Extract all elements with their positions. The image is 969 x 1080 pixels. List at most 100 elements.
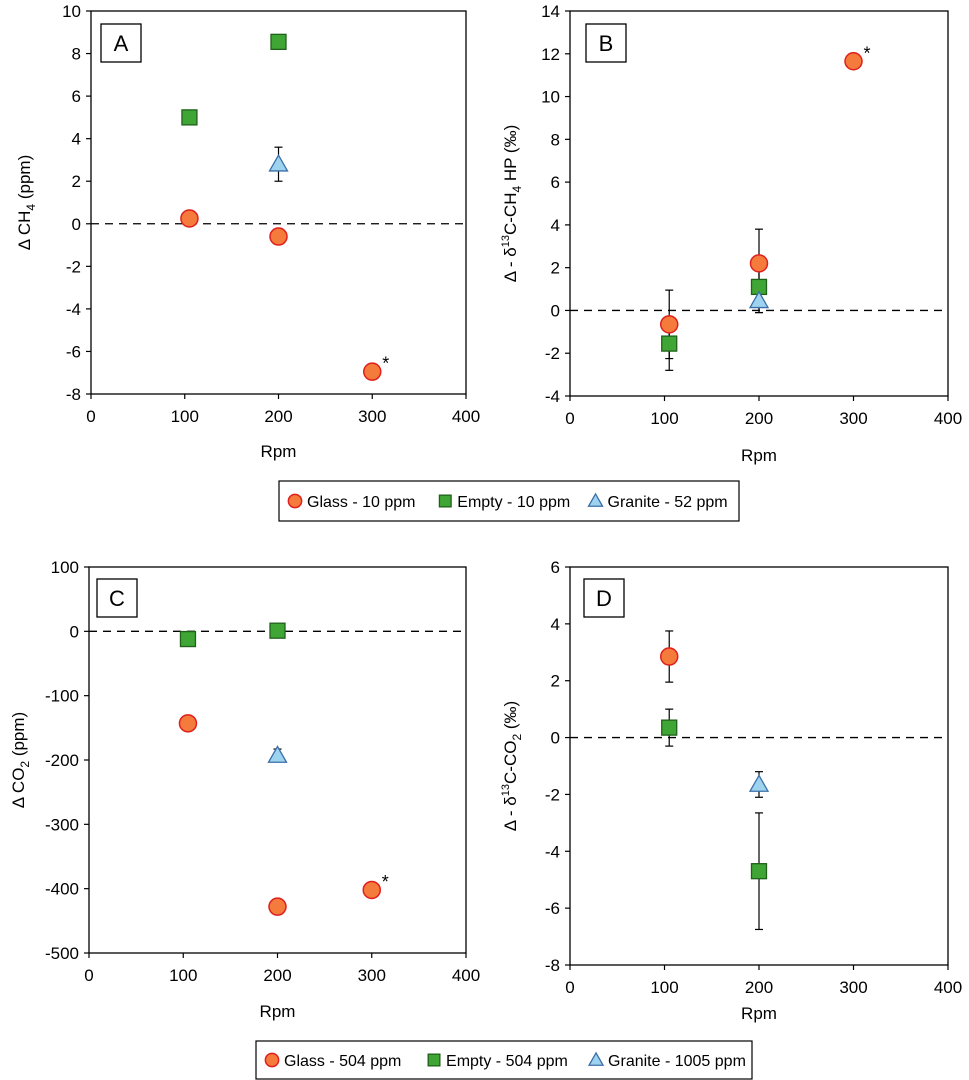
x-tick-label: 0 (86, 407, 95, 426)
data-point-circle (363, 362, 382, 381)
x-tick-label: 200 (745, 978, 773, 997)
x-tick-label: 100 (171, 407, 199, 426)
y-tick-label: 6 (72, 87, 81, 106)
x-tick-label: 200 (264, 407, 292, 426)
legend-1: Glass - 10 ppm Empty - 10 ppm Granite - 52… (278, 480, 740, 522)
y-tick-label: -500 (45, 944, 79, 963)
data-point-square (750, 863, 768, 880)
legend-label: Granite - 1005 ppm (608, 1053, 746, 1070)
y-tick-label: 4 (551, 615, 560, 634)
data-point-circle (268, 897, 287, 916)
y-tick-label: -8 (66, 385, 81, 404)
legend-label: Granite - 52 ppm (608, 494, 728, 511)
y-tick-label: 2 (72, 172, 81, 191)
legend-marker-triangle (587, 1051, 605, 1066)
y-axis-label: Δ CH4 (ppm) (15, 155, 38, 251)
y-tick-label: 12 (541, 45, 560, 64)
legend-marker-triangle (587, 492, 604, 507)
x-tick-label: 400 (934, 978, 962, 997)
x-axis-label: Rpm (261, 442, 297, 461)
panel-letter: C (109, 586, 125, 611)
y-tick-label: -100 (45, 687, 79, 706)
data-point-circle (659, 647, 679, 666)
panel-c: -500 -400 -300 -200 -100 0 100 0 100 200 300 400 Rpm… (9, 558, 480, 1021)
data-point-triangle (748, 290, 770, 309)
x-tick-label: 200 (263, 966, 291, 985)
data-point-square (269, 622, 286, 639)
data-point-triangle (267, 745, 288, 763)
legend-label: Glass - 504 ppm (284, 1053, 401, 1070)
plot-frame (569, 10, 949, 397)
legend-box (278, 480, 740, 522)
y-tick-label: 14 (541, 2, 560, 21)
y-axis-label: Δ CO2 (ppm) (9, 712, 32, 808)
data-point-circle (844, 52, 863, 71)
y-tick-label: 0 (551, 301, 560, 320)
significance-star: * (382, 872, 389, 892)
x-tick-label: 400 (934, 409, 962, 428)
x-tick-label: 100 (169, 966, 197, 985)
panel-letter-box (585, 23, 627, 63)
panel-b: -4 -2 0 2 4 6 8 10 12 14 0 100 200 300 400 Rpm Δ - δ13C-… (500, 2, 962, 465)
data-point-circle (659, 315, 679, 334)
x-axis-label: Rpm (741, 446, 777, 465)
legend-marker-circle (264, 1052, 280, 1068)
legend-marker-square (438, 494, 452, 508)
y-tick-label: 4 (551, 216, 560, 235)
x-tick-label: 200 (745, 409, 773, 428)
panel-letter: D (596, 586, 612, 611)
legend-marker-square (427, 1053, 441, 1067)
x-tick-label: 300 (839, 409, 867, 428)
data-point-square (181, 109, 198, 126)
x-tick-label: 0 (565, 978, 574, 997)
y-tick-label: -400 (45, 880, 79, 899)
data-point-triangle (748, 774, 770, 792)
panel-letter-box (96, 578, 138, 618)
legend-label: Empty - 10 ppm (457, 494, 570, 511)
x-axis-label: Rpm (741, 1004, 777, 1023)
y-tick-label: -6 (545, 899, 560, 918)
legend-2: Glass - 504 ppm Empty - 504 ppm Granite - … (255, 1040, 753, 1080)
y-tick-label: 100 (51, 558, 79, 577)
y-axis-label: Δ - δ13C-CO2 (‰) (500, 701, 524, 831)
y-axis-label: Δ - δ13C-CH4 HP (‰) (500, 125, 524, 283)
data-point-circle (180, 209, 199, 228)
data-point-circle (178, 714, 198, 733)
x-tick-label: 100 (650, 978, 678, 997)
data-point-circle (749, 254, 769, 273)
y-tick-label: -8 (545, 956, 560, 975)
y-tick-label: -4 (66, 300, 81, 319)
y-tick-label: -4 (545, 842, 560, 861)
panel-letter-box (100, 23, 142, 63)
x-tick-label: 0 (84, 966, 93, 985)
y-tick-label: 0 (70, 622, 79, 641)
legend-label: Glass - 10 ppm (307, 494, 415, 511)
x-tick-label: 300 (358, 407, 386, 426)
x-axis-label: Rpm (260, 1002, 296, 1021)
y-tick-label: -4 (545, 387, 560, 406)
y-tick-label: -2 (66, 257, 81, 276)
y-tick-label: 8 (551, 130, 560, 149)
y-tick-label: 0 (551, 729, 560, 748)
data-point-circle (269, 227, 288, 246)
panel-d: -8 -6 -4 -2 0 2 4 6 0 100 200 300 400 Rpm Δ - δ13C-CO2… (500, 558, 962, 1023)
x-tick-label: 100 (650, 409, 678, 428)
y-tick-label: -2 (545, 344, 560, 363)
x-tick-label: 400 (452, 407, 480, 426)
x-tick-label: 400 (452, 966, 480, 985)
y-tick-label: -2 (545, 785, 560, 804)
panel-letter: A (114, 31, 129, 56)
data-point-circle (362, 880, 381, 900)
y-tick-label: -6 (66, 342, 81, 361)
y-tick-label: 6 (551, 558, 560, 577)
data-point-square (179, 630, 197, 648)
panel-letter-box (583, 578, 625, 618)
plot-frame (90, 10, 467, 395)
y-tick-label: 6 (551, 173, 560, 192)
x-tick-label: 0 (565, 409, 574, 428)
significance-star: * (864, 43, 871, 63)
y-tick-label: 8 (72, 45, 81, 64)
legend-label: Empty - 504 ppm (446, 1053, 568, 1070)
